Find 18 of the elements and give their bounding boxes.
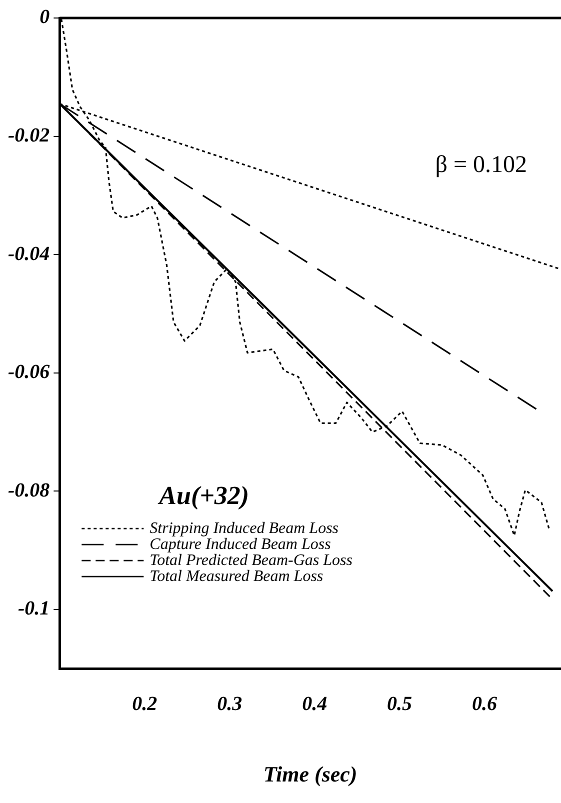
y-tick-label: -0.1 (18, 598, 50, 620)
y-tick-label: -0.06 (8, 361, 50, 384)
y-tick-label: -0.08 (8, 479, 50, 502)
legend-label: Stripping Induced Beam Loss (150, 520, 339, 537)
x-tick-label: 0.5 (387, 692, 412, 715)
x-axis-title: Time (sec) (263, 761, 358, 786)
annotation: Au(+32) (157, 480, 250, 510)
legend-label: Capture Induced Beam Loss (150, 536, 331, 553)
x-tick-label: 0.3 (217, 692, 242, 715)
x-tick-label: 0.6 (472, 692, 498, 715)
y-tick-label: 0 (40, 6, 50, 28)
x-tick-label: 0.4 (302, 692, 328, 715)
y-tick-label: -0.02 (8, 124, 50, 146)
y-tick-label: -0.04 (8, 242, 50, 265)
annotation: β = 0.102 (435, 152, 527, 178)
legend-label: Total Measured Beam Loss (150, 568, 324, 585)
x-tick-label: 0.2 (132, 692, 158, 715)
legend-label: Total Predicted Beam-Gas Loss (150, 552, 352, 569)
